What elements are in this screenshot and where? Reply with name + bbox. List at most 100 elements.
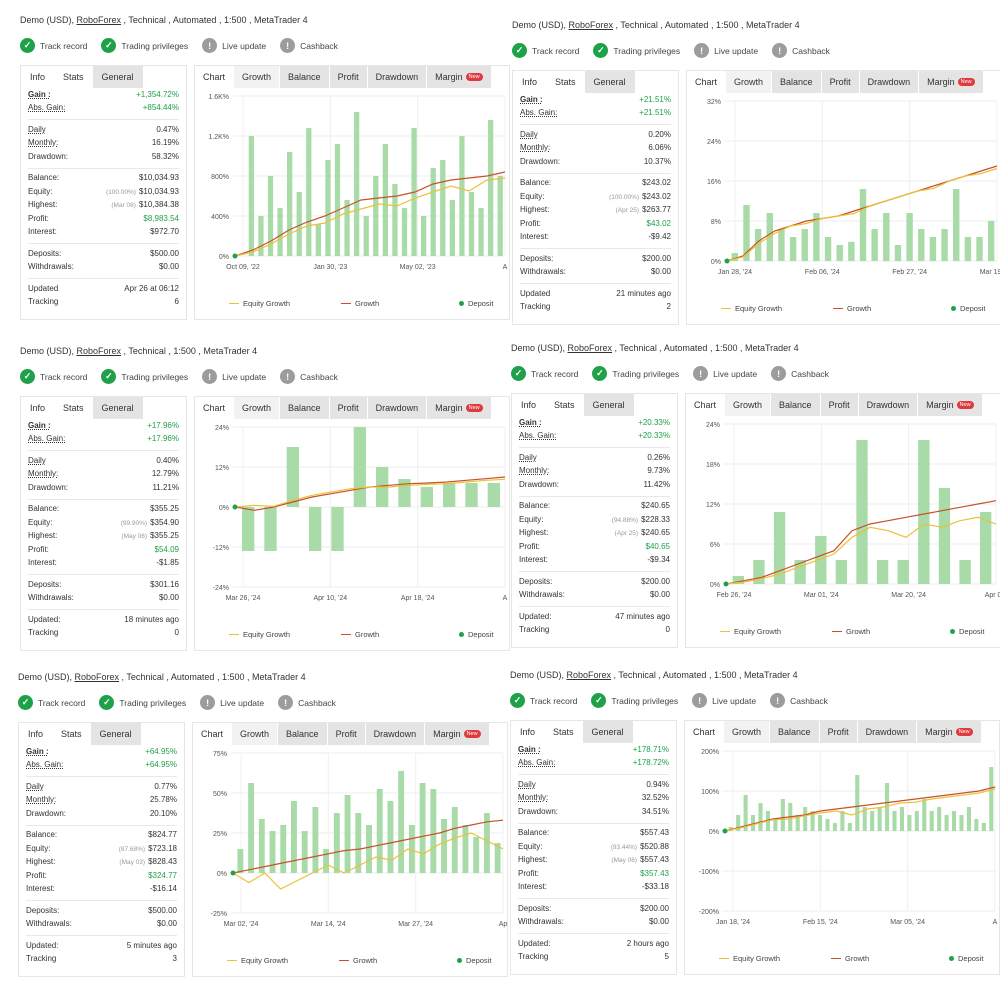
broker-link[interactable]: RoboForex xyxy=(76,346,122,356)
stat-label: Daily xyxy=(26,781,44,791)
badge-track-record[interactable]: ✓ Track record xyxy=(20,38,87,53)
tab-margin[interactable]: Margin New xyxy=(427,397,492,419)
tab-profit[interactable]: Profit xyxy=(821,71,860,93)
badge-track-record[interactable]: ✓ Track record xyxy=(20,369,87,384)
tab-stats[interactable]: Stats xyxy=(553,727,574,737)
stat-number: $10,034.93 xyxy=(138,173,179,183)
deposit-bar xyxy=(976,237,983,261)
tab-margin[interactable]: Margin New xyxy=(919,71,984,93)
badge-trading-privileges[interactable]: ✓ Trading privileges xyxy=(101,369,188,384)
badge-cashback[interactable]: ! Cashback xyxy=(280,38,338,53)
tab-info[interactable]: Info xyxy=(511,721,545,743)
tab-margin[interactable]: Margin New xyxy=(918,394,983,416)
tab-margin[interactable]: Margin New xyxy=(425,723,490,745)
stat-label: Drawdown: xyxy=(520,156,561,166)
tab-stats[interactable]: Stats xyxy=(61,729,82,739)
tab-balance[interactable]: Balance xyxy=(770,721,820,743)
badge-trading-privileges[interactable]: ✓ Trading privileges xyxy=(592,366,679,381)
tab-general[interactable]: General xyxy=(584,71,635,93)
badge-live-update[interactable]: ! Live update xyxy=(692,693,756,708)
deposit-bar xyxy=(248,136,254,256)
tab-balance[interactable]: Balance xyxy=(280,397,330,419)
x-tick-label: Jan 28, '24 xyxy=(718,269,752,276)
broker-link[interactable]: RoboForex xyxy=(566,670,612,680)
stat-label: Deposits: xyxy=(26,905,60,915)
tab-growth[interactable]: Growth xyxy=(234,397,281,419)
broker-link[interactable]: RoboForex xyxy=(74,672,120,682)
tab-chart[interactable]: Chart xyxy=(193,723,233,745)
broker-link[interactable]: RoboForex xyxy=(76,15,122,25)
badge-trading-privileges[interactable]: ✓ Trading privileges xyxy=(101,38,188,53)
tab-drawdown[interactable]: Drawdown xyxy=(365,723,426,745)
badge-live-update[interactable]: ! Live update xyxy=(202,38,266,53)
tab-drawdown[interactable]: Drawdown xyxy=(367,66,428,88)
stat-row-withdrawals: Withdrawals: $0.00 xyxy=(28,592,179,606)
tab-general[interactable]: General xyxy=(92,66,143,88)
broker-link[interactable]: RoboForex xyxy=(568,20,614,30)
tab-profit[interactable]: Profit xyxy=(819,721,858,743)
badge-track-record[interactable]: ✓ Track record xyxy=(510,693,577,708)
badge-cashback[interactable]: ! Cashback xyxy=(278,695,336,710)
tab-stats[interactable]: Stats xyxy=(63,403,84,413)
badge-live-update[interactable]: ! Live update xyxy=(202,369,266,384)
tab-chart[interactable]: Chart xyxy=(687,71,727,93)
divider xyxy=(28,239,179,244)
tab-profit[interactable]: Profit xyxy=(329,397,368,419)
tab-chart[interactable]: Chart xyxy=(685,721,725,743)
badge-cashback[interactable]: ! Cashback xyxy=(280,369,338,384)
account-title: Demo (USD), xyxy=(20,346,77,356)
badge-live-update[interactable]: ! Live update xyxy=(200,695,264,710)
broker-link[interactable]: RoboForex xyxy=(567,343,613,353)
tab-info[interactable]: Info xyxy=(21,397,55,419)
tab-stats[interactable]: Stats xyxy=(554,400,575,410)
tab-info[interactable]: Info xyxy=(513,71,547,93)
tab-growth[interactable]: Growth xyxy=(234,66,281,88)
tab-label: Chart xyxy=(201,729,224,739)
tab-margin[interactable]: Margin New xyxy=(427,66,492,88)
badge-live-update[interactable]: ! Live update xyxy=(693,366,757,381)
tab-stats[interactable]: Stats xyxy=(555,77,576,87)
tab-chart[interactable]: Chart xyxy=(195,397,235,419)
badge-track-record[interactable]: ✓ Track record xyxy=(18,695,85,710)
tab-drawdown[interactable]: Drawdown xyxy=(857,721,918,743)
badge-trading-privileges[interactable]: ✓ Trading privileges xyxy=(591,693,678,708)
tab-balance[interactable]: Balance xyxy=(771,394,821,416)
badge-trading-privileges[interactable]: ✓ Trading privileges xyxy=(593,43,680,58)
tab-chart[interactable]: Chart xyxy=(686,394,726,416)
account-header: Demo (USD), RoboForex , Technical , Auto… xyxy=(20,15,308,25)
tab-drawdown[interactable]: Drawdown xyxy=(367,397,428,419)
tab-general[interactable]: General xyxy=(92,397,143,419)
info-tabs: Info Stats General xyxy=(511,721,676,743)
tab-margin[interactable]: Margin New xyxy=(917,721,982,743)
tab-info[interactable]: Info xyxy=(19,723,53,745)
tab-balance[interactable]: Balance xyxy=(278,723,328,745)
tab-info[interactable]: Info xyxy=(512,394,546,416)
tab-growth[interactable]: Growth xyxy=(232,723,279,745)
badge-live-update[interactable]: ! Live update xyxy=(694,43,758,58)
tab-growth[interactable]: Growth xyxy=(726,71,773,93)
stat-label: Profit: xyxy=(28,213,49,223)
badge-cashback[interactable]: ! Cashback xyxy=(772,43,830,58)
tab-general[interactable]: General xyxy=(582,721,633,743)
tab-drawdown[interactable]: Drawdown xyxy=(858,394,919,416)
stat-row-monthly: Monthly: 6.06% xyxy=(520,142,671,156)
tab-growth[interactable]: Growth xyxy=(724,721,771,743)
badge-cashback[interactable]: ! Cashback xyxy=(771,366,829,381)
tab-growth[interactable]: Growth xyxy=(725,394,772,416)
tab-profit[interactable]: Profit xyxy=(327,723,366,745)
tab-balance[interactable]: Balance xyxy=(280,66,330,88)
badge-track-record[interactable]: ✓ Track record xyxy=(512,43,579,58)
tab-general[interactable]: General xyxy=(90,723,141,745)
tab-chart[interactable]: Chart xyxy=(195,66,235,88)
badge-trading-privileges[interactable]: ✓ Trading privileges xyxy=(99,695,186,710)
tab-stats[interactable]: Stats xyxy=(63,72,84,82)
badge-track-record[interactable]: ✓ Track record xyxy=(511,366,578,381)
badge-cashback[interactable]: ! Cashback xyxy=(770,693,828,708)
tab-general[interactable]: General xyxy=(583,394,634,416)
tab-profit[interactable]: Profit xyxy=(820,394,859,416)
tab-info[interactable]: Info xyxy=(21,66,55,88)
tab-profit[interactable]: Profit xyxy=(329,66,368,88)
tab-balance[interactable]: Balance xyxy=(772,71,822,93)
deposit-bar xyxy=(835,560,848,584)
tab-drawdown[interactable]: Drawdown xyxy=(859,71,920,93)
